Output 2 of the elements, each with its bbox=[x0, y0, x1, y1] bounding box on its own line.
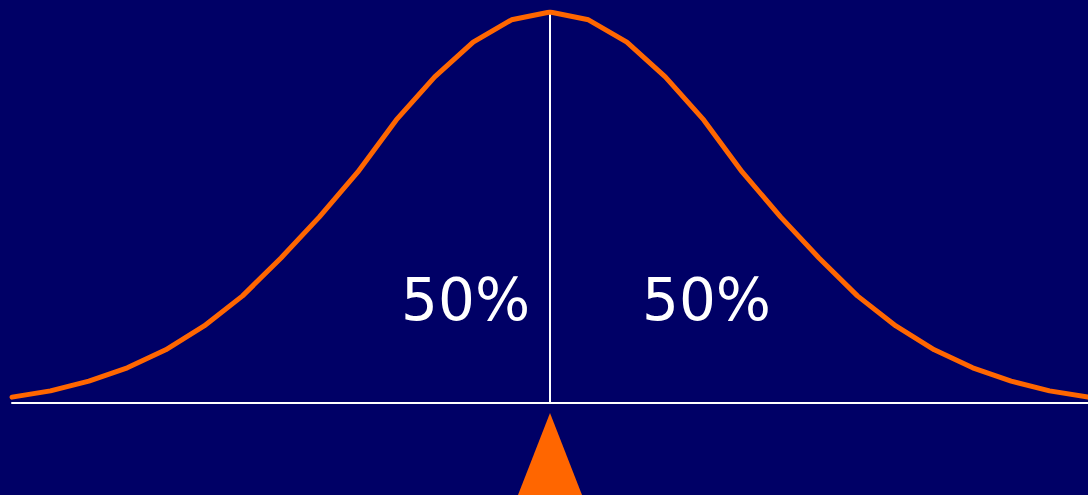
annotation: 50% bbox=[401, 266, 530, 334]
annotation: 50% bbox=[642, 266, 771, 334]
